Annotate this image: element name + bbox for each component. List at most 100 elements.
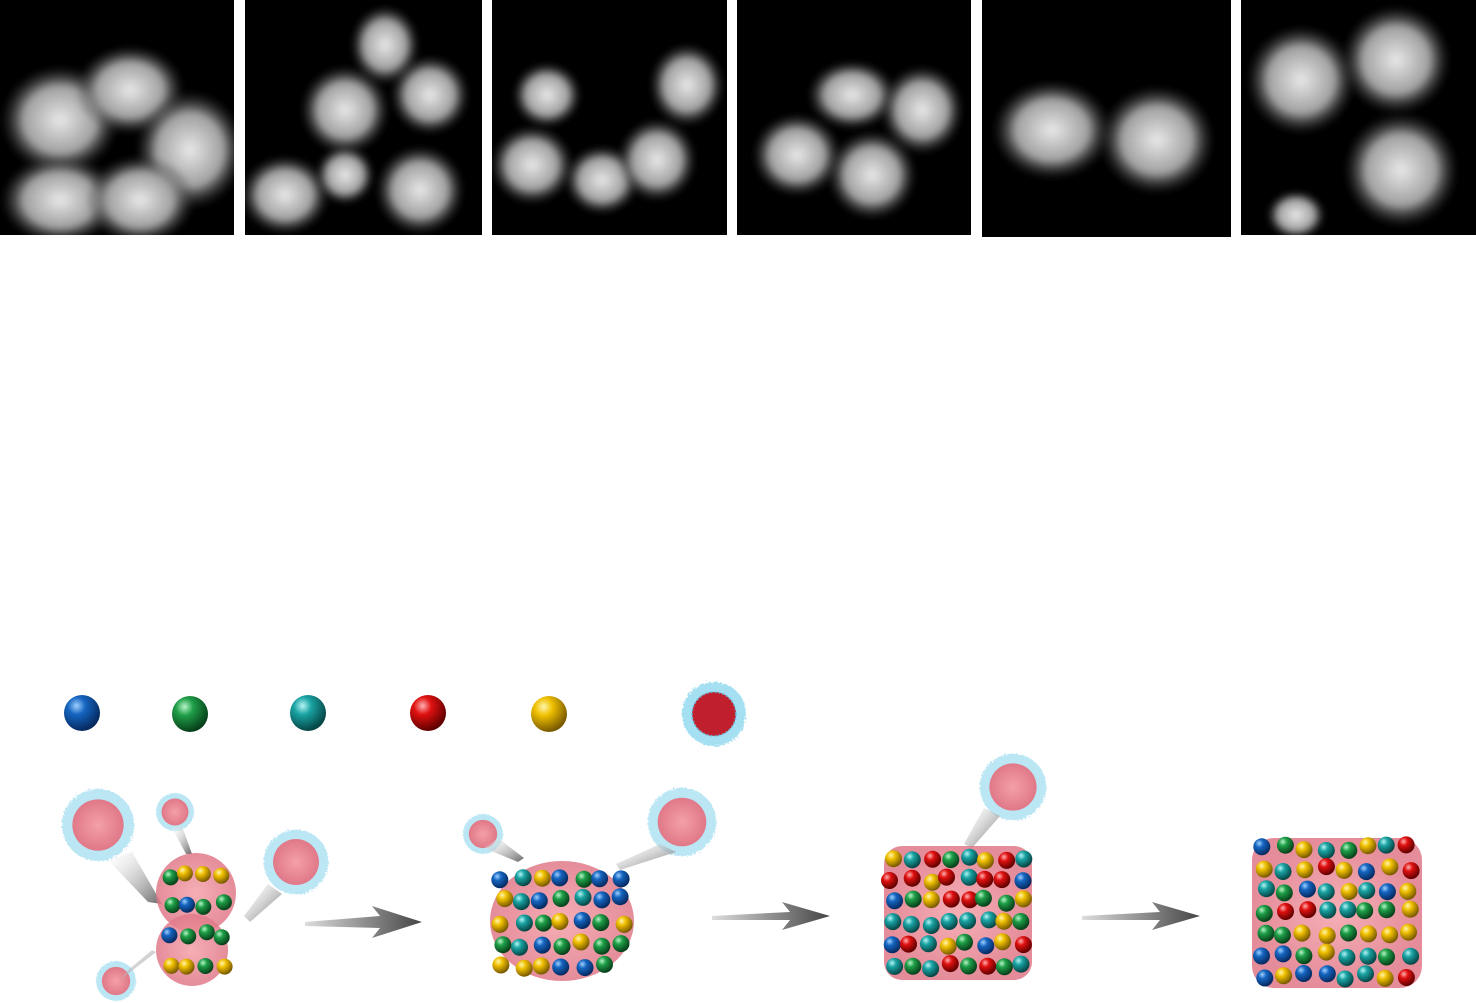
atom-sphere: [491, 871, 509, 889]
cone-arrow: [108, 852, 162, 904]
atom-sphere: [974, 889, 992, 907]
atom-sphere: [575, 870, 593, 888]
atom-sphere: [884, 913, 902, 931]
atom-sphere: [1339, 901, 1357, 919]
atom-sphere: [885, 850, 902, 868]
atom-sphere: [998, 851, 1016, 869]
atom-sphere: [977, 937, 995, 955]
atom-sphere: [1253, 947, 1270, 965]
atom-sphere: [1402, 947, 1420, 965]
atom-sphere: [1340, 924, 1357, 942]
atom-sphere: [213, 867, 230, 884]
atom-sphere: [956, 933, 973, 951]
atom-sphere: [959, 912, 977, 930]
legend-sphere-yellow: [531, 696, 567, 732]
stage-4: [1252, 836, 1422, 988]
legend-sphere-blue: [64, 695, 100, 731]
atom-sphere: [1318, 965, 1336, 983]
atom-sphere: [574, 888, 592, 906]
growth-scheme: [0, 682, 1422, 1003]
atom-sphere: [552, 958, 570, 976]
atom-sphere: [1298, 880, 1316, 898]
atom-sphere: [163, 957, 180, 974]
atom-sphere: [1359, 837, 1377, 855]
atom-sphere: [1360, 925, 1377, 943]
atom-sphere: [1378, 901, 1396, 919]
atom-sphere: [976, 852, 994, 870]
atom-sphere: [1255, 904, 1273, 922]
atom-sphere: [903, 851, 921, 869]
atom-sphere: [924, 850, 942, 868]
atom-sphere: [514, 869, 532, 887]
legend-sphere-teal: [290, 695, 326, 731]
cone-arrow: [244, 884, 282, 922]
atom-sphere: [572, 933, 590, 951]
atom-sphere: [612, 870, 630, 888]
atom-sphere: [162, 869, 179, 886]
atom-sphere: [492, 956, 510, 974]
atom-sphere: [1338, 948, 1356, 966]
atom-sphere: [491, 915, 509, 933]
atom-sphere: [195, 898, 212, 915]
atom-sphere: [942, 890, 960, 908]
process-arrow-3: [1082, 902, 1200, 930]
atom-sphere: [995, 912, 1013, 930]
atom-sphere: [532, 957, 550, 975]
atom-sphere: [1378, 948, 1395, 966]
atom-sphere: [1317, 858, 1335, 876]
atom-sphere: [994, 933, 1012, 951]
micrograph-panel-6: [1241, 0, 1476, 235]
atom-sphere: [596, 955, 613, 973]
atom-sphere: [494, 936, 512, 954]
atom-sphere: [1357, 863, 1375, 881]
atom-sphere: [904, 957, 922, 975]
micrograph-panel-1: [0, 0, 234, 235]
atom-sphere: [1257, 924, 1275, 942]
atom-sphere: [161, 927, 178, 944]
micrograph-panel-4: [737, 0, 971, 235]
stage-2: [463, 788, 716, 981]
atom-sphere: [941, 955, 959, 973]
cone-arrow: [964, 808, 1000, 848]
micrograph-panel-3: [492, 0, 727, 235]
atom-sphere: [976, 870, 994, 888]
atom-sphere: [938, 868, 955, 886]
atom-sphere: [615, 915, 633, 933]
atom-sphere: [573, 912, 591, 929]
atom-sphere: [1277, 903, 1294, 920]
atom-sphere: [1275, 884, 1293, 902]
atom-sphere: [533, 936, 551, 954]
atom-sphere: [1378, 883, 1396, 901]
atom-sphere: [194, 866, 211, 882]
atom-sphere: [1317, 883, 1335, 901]
atom-sphere: [1376, 969, 1394, 987]
atom-sphere: [1299, 901, 1317, 919]
atom-sphere: [1275, 967, 1293, 985]
legend-sphere-green: [172, 696, 208, 732]
atom-sphere: [1257, 880, 1275, 898]
atom-sphere: [940, 913, 958, 930]
atom-sphere: [1012, 955, 1030, 973]
atom-sphere: [903, 869, 921, 887]
atom-sphere: [942, 851, 960, 869]
atom-sphere: [979, 957, 997, 975]
atom-sphere: [1012, 913, 1030, 930]
atom-sphere: [215, 894, 232, 911]
atom-sphere: [1014, 872, 1032, 890]
atom-sphere: [533, 869, 551, 887]
atom-sphere: [198, 924, 215, 941]
atom-sphere: [1400, 923, 1417, 941]
process-arrow-2: [712, 902, 830, 930]
atom-sphere: [592, 914, 610, 932]
atom-sphere: [551, 869, 569, 887]
atom-sphere: [961, 848, 979, 866]
atom-sphere: [900, 935, 917, 953]
atom-sphere: [1295, 965, 1313, 982]
atom-sphere: [535, 914, 552, 932]
atom-sphere: [1293, 924, 1311, 942]
atom-sphere: [176, 865, 193, 882]
atom-sphere: [1274, 945, 1292, 963]
cone-arrow: [616, 844, 676, 870]
legend-micelle: [682, 682, 746, 746]
atom-sphere: [922, 960, 940, 978]
